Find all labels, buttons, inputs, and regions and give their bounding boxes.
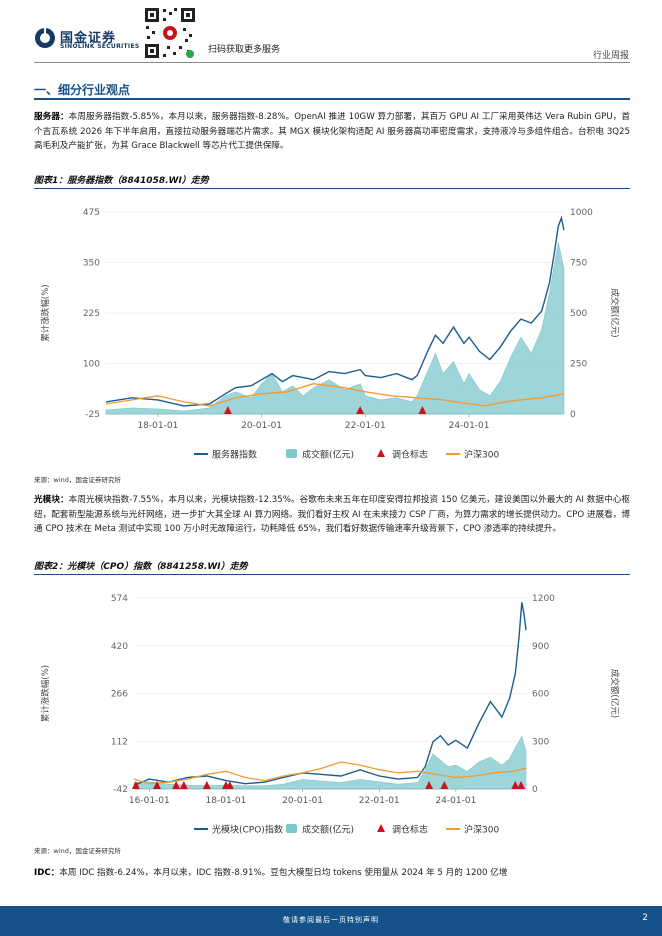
legend-label: 沪深300 [464, 449, 499, 461]
x-tick-label: 24-01-01 [449, 421, 490, 431]
rebalance-marker [511, 781, 520, 789]
series-line-csi300 [105, 383, 565, 407]
x-tick-label: 16-01-01 [129, 796, 170, 806]
qr-code-icon[interactable] [143, 6, 197, 60]
idc-paragraph: IDC：本周 IDC 指数-6.24%，本月以来，IDC 指数-8.91%。豆包… [34, 866, 630, 881]
series-line-index [133, 602, 527, 786]
figure1-rule [34, 188, 630, 189]
y2-tick-label: 750 [570, 259, 587, 269]
legend-label: 调仓标志 [392, 824, 428, 836]
rebalance-marker [225, 781, 234, 789]
series-line-csi300 [133, 761, 527, 785]
y-tick-label: -42 [113, 785, 128, 795]
rebalance-marker [440, 781, 449, 789]
legend-label: 沪深300 [464, 824, 499, 836]
y2-tick-label: 1000 [570, 208, 593, 218]
y-tick-label: 112 [111, 737, 128, 747]
y-axis-title: 累计涨跌幅(%) [40, 665, 51, 722]
legend-label: 成交额(亿元) [302, 824, 354, 836]
server-paragraph: 服务器：本周服务器指数-5.85%，本月以来，服务器指数-8.28%。OpenA… [34, 110, 630, 154]
x-tick-label: 22-01-01 [359, 796, 400, 806]
idc-text: 本周 IDC 指数-6.24%，本月以来，IDC 指数-8.91%。豆包大模型日… [59, 868, 508, 878]
server-index-chart: 475 350 225 100 -25 1000 750 500 250 0 18-01-01 20-… [40, 208, 620, 461]
section-title: 一、细分行业观点 [34, 83, 131, 97]
y2-tick-label: 0 [570, 410, 576, 420]
figure1-title: 图表1：服务器指数（8841058.WI）走势 [34, 176, 209, 186]
x-tick-label: 20-01-01 [282, 796, 323, 806]
y2-tick-label: 1200 [532, 594, 555, 604]
rebalance-marker [202, 781, 211, 789]
optical-module-index-chart: 574 420 266 112 -42 1200 900 600 300 0 16-01-01 18-… [40, 594, 620, 836]
x-tick-label: 18-01-01 [137, 421, 178, 431]
series-area-turnover [105, 242, 565, 415]
rebalance-marker [356, 406, 365, 414]
legend-label: 光模块(CPO)指数 [212, 824, 283, 836]
rebalance-marker [517, 781, 526, 789]
legend-swatch-marker [377, 449, 385, 457]
x-tick-label: 20-01-01 [241, 421, 282, 431]
rebalance-marker [425, 781, 434, 789]
rebalance-marker [223, 406, 232, 414]
y-axis-title: 累计涨跌幅(%) [40, 284, 51, 341]
server-label: 服务器： [34, 112, 69, 122]
y2-axis-title: 成交额(亿元) [609, 669, 620, 718]
y2-tick-label: 900 [532, 642, 549, 652]
y2-tick-label: 0 [532, 785, 538, 795]
rebalance-marker [418, 406, 427, 414]
figure1-source: 来源：wind，国金证券研究所 [34, 476, 121, 484]
y-tick-label: 420 [111, 642, 128, 652]
y-tick-label: 574 [111, 594, 128, 604]
legend-label: 服务器指数 [212, 449, 257, 461]
rebalance-marker [152, 781, 161, 789]
y-tick-label: 266 [111, 690, 128, 700]
rebalance-marker [179, 781, 188, 789]
y-tick-label: 100 [83, 360, 100, 370]
section-divider [34, 98, 630, 100]
footer-disclaimer: 敬请参阅最后一页特别声明 [283, 916, 379, 924]
optical-paragraph: 光模块：本周光模块指数-7.55%，本月以来，光模块指数-12.35%。谷歌布未… [34, 493, 630, 537]
rebalance-marker [172, 781, 181, 789]
server-text: 本周服务器指数-5.85%，本月以来，服务器指数-8.28%。OpenAI 推进… [34, 112, 630, 151]
y-tick-label: 350 [83, 259, 100, 269]
y2-tick-label: 500 [570, 309, 587, 319]
legend-swatch-area [286, 449, 297, 458]
rebalance-marker [131, 781, 140, 789]
y2-tick-label: 300 [532, 737, 549, 747]
y-tick-label: 225 [83, 309, 100, 319]
figure2-rule [34, 574, 630, 575]
y2-axis-title: 成交额(亿元) [609, 288, 620, 337]
optical-label: 光模块： [34, 495, 69, 505]
legend-swatch-marker [377, 824, 385, 832]
optical-text: 本周光模块指数-7.55%，本月以来，光模块指数-12.35%。谷歌布未来五年在… [34, 495, 630, 534]
qr-caption: 扫码获取更多服务 [208, 45, 281, 55]
x-tick-label: 24-01-01 [435, 796, 476, 806]
series-line-index [105, 215, 565, 407]
y2-tick-label: 250 [570, 360, 587, 370]
logo-chinese-name: 国金证券 [60, 31, 117, 46]
legend-swatch-area [286, 824, 297, 833]
logo-english-name: SINOLINK SECURITIES [60, 43, 140, 50]
header-divider [34, 62, 630, 63]
figure2-title: 图表2：光模块（CPO）指数（8841258.WI）走势 [34, 562, 248, 572]
footer-bar [0, 906, 662, 936]
series-area-turnover [133, 735, 527, 790]
y-tick-label: 475 [83, 208, 100, 218]
figure2-source: 来源：wind，国金证券研究所 [34, 847, 121, 855]
y2-tick-label: 600 [532, 690, 549, 700]
idc-label: IDC： [34, 868, 60, 878]
legend-label: 成交额(亿元) [302, 449, 354, 461]
y-tick-label: -25 [85, 410, 100, 420]
x-tick-label: 22-01-01 [345, 421, 386, 431]
report-type: 行业周报 [592, 51, 629, 61]
x-tick-label: 18-01-01 [206, 796, 247, 806]
sinolink-logo-icon [35, 27, 55, 48]
legend-label: 调仓标志 [392, 449, 428, 461]
page-number: 2 [642, 913, 648, 923]
